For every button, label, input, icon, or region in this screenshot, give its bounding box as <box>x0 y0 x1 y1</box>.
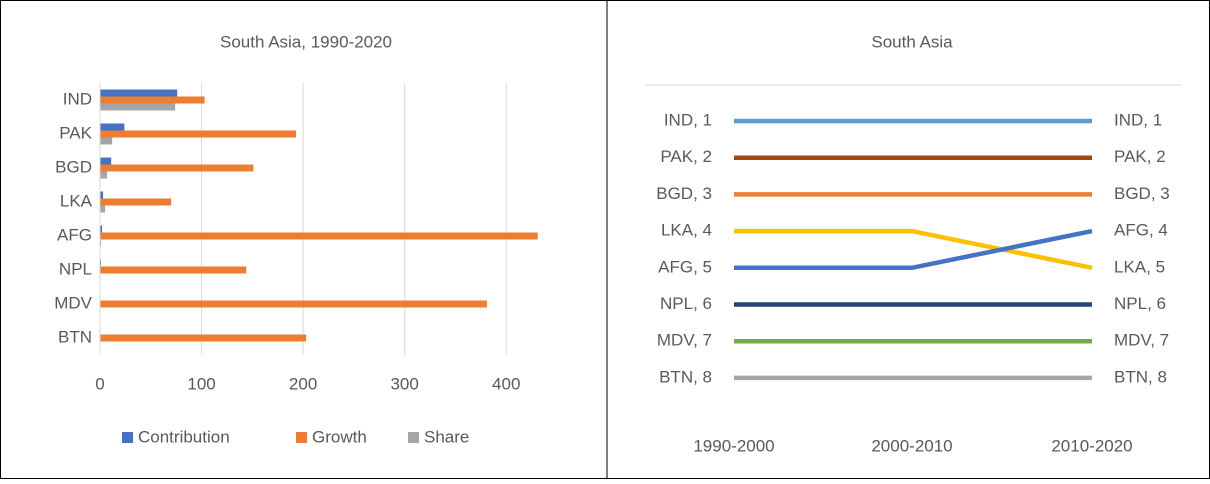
data-label: PAK, 2 <box>660 147 712 166</box>
x-tick-label: 100 <box>187 374 215 393</box>
bar <box>100 198 172 206</box>
data-label: PAK, 2 <box>1114 147 1166 166</box>
bar <box>100 130 297 138</box>
data-label: NPL, 6 <box>660 294 712 313</box>
bar <box>100 225 103 233</box>
y-tick-label: NPL <box>59 259 92 278</box>
x-tick-label: 0 <box>95 374 104 393</box>
x-tick-label: 2000-2010 <box>871 436 952 455</box>
legend-swatch <box>122 432 133 443</box>
bar <box>100 259 102 267</box>
bar <box>100 96 205 104</box>
legend-swatch <box>296 432 307 443</box>
bar <box>100 266 247 274</box>
bar <box>100 239 102 247</box>
data-label: BTN, 8 <box>659 367 712 386</box>
bar <box>100 123 125 131</box>
bar <box>100 334 307 342</box>
legend-swatch <box>408 432 419 443</box>
bar <box>100 232 538 240</box>
bar <box>100 89 178 97</box>
data-label: BGD, 3 <box>656 184 712 203</box>
y-tick-label: LKA <box>60 191 93 210</box>
bar <box>100 137 113 145</box>
data-label: AFG, 4 <box>1114 221 1168 240</box>
data-label: MDV, 7 <box>657 331 712 350</box>
x-tick-label: 1990-2000 <box>693 436 774 455</box>
series-line <box>734 228 1093 271</box>
y-tick-label: PAK <box>59 123 92 142</box>
data-label: IND, 1 <box>664 110 712 129</box>
y-tick-label: BGD <box>55 157 92 176</box>
data-label: AFG, 5 <box>658 257 712 276</box>
x-tick-label: 300 <box>390 374 418 393</box>
chart-title: South Asia <box>871 32 953 51</box>
x-tick-label: 2010-2020 <box>1051 436 1132 455</box>
bar <box>100 300 487 308</box>
y-tick-label: IND <box>63 89 92 108</box>
chart-title: South Asia, 1990-2020 <box>220 32 392 51</box>
series-line <box>734 228 1093 271</box>
y-tick-label: BTN <box>58 327 92 346</box>
bar <box>100 157 112 165</box>
data-label: NPL, 6 <box>1114 294 1166 313</box>
y-tick-label: AFG <box>57 225 92 244</box>
bar <box>100 103 176 111</box>
bar <box>100 191 104 199</box>
data-label: MDV, 7 <box>1114 331 1169 350</box>
bar <box>100 171 108 179</box>
x-tick-label: 200 <box>289 374 317 393</box>
data-label: BTN, 8 <box>1114 367 1167 386</box>
data-label: LKA, 5 <box>1114 257 1165 276</box>
y-tick-label: MDV <box>54 293 92 312</box>
legend-label: Contribution <box>138 427 230 446</box>
x-tick-label: 400 <box>492 374 520 393</box>
data-label: BGD, 3 <box>1114 184 1170 203</box>
bar <box>100 164 254 172</box>
bar <box>100 205 106 213</box>
data-label: IND, 1 <box>1114 110 1162 129</box>
legend-label: Share <box>424 427 469 446</box>
data-label: LKA, 4 <box>661 221 712 240</box>
legend-label: Growth <box>312 427 367 446</box>
